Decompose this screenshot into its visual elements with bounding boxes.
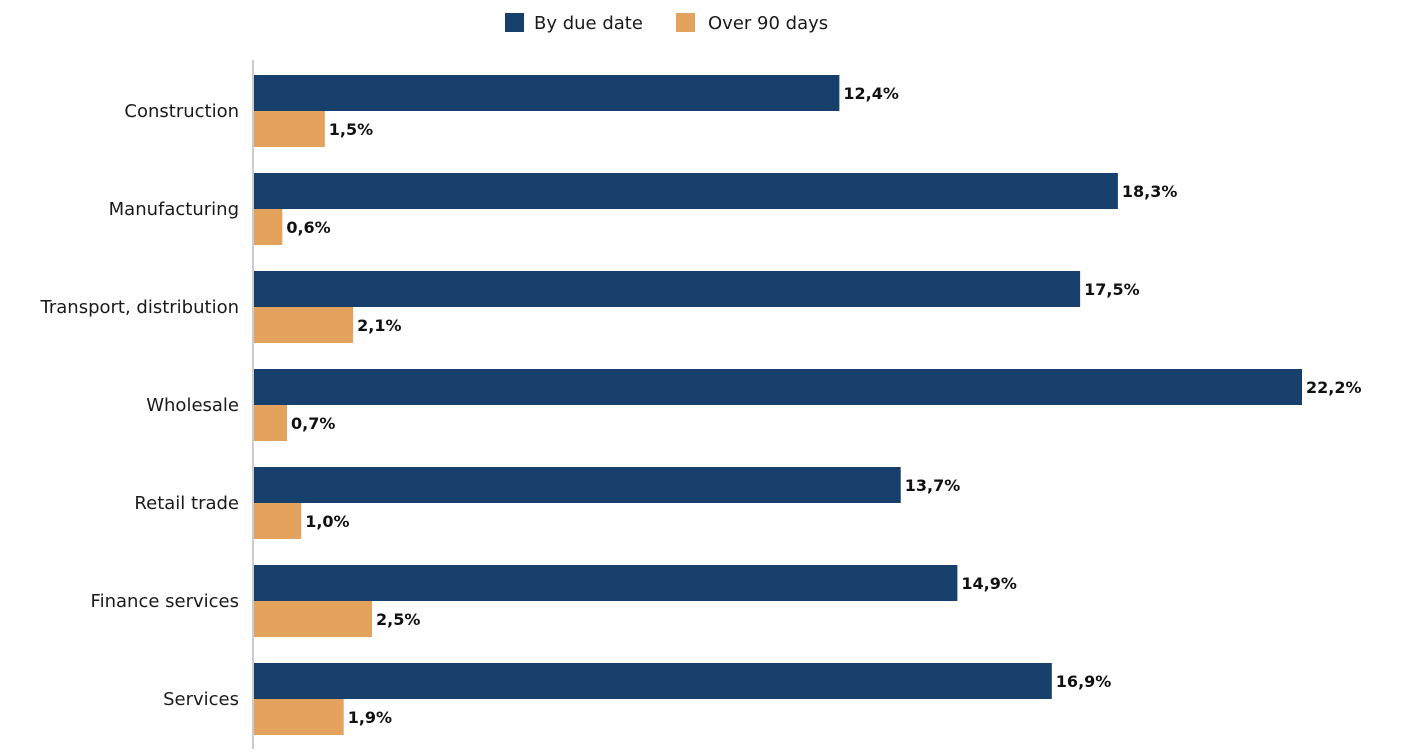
legend: By due date Over 90 days bbox=[505, 13, 828, 34]
value-label-3-0: 22,2% bbox=[1306, 378, 1362, 397]
value-label-5-0: 14,9% bbox=[961, 574, 1017, 593]
labels: 12,4% 1,5% Construction 18,3% 0,6% Manufactur… bbox=[40, 84, 1362, 727]
legend-swatch-0 bbox=[505, 13, 524, 32]
bar-3-1 bbox=[254, 405, 288, 441]
value-label-1-1: 0,6% bbox=[286, 218, 330, 237]
bar-5-1 bbox=[254, 601, 373, 637]
bar-3-0 bbox=[254, 369, 1302, 405]
value-label-6-0: 16,9% bbox=[1056, 672, 1112, 691]
bar-2-0 bbox=[254, 271, 1081, 307]
bar-5-0 bbox=[254, 565, 958, 601]
legend-label-1: Over 90 days bbox=[708, 13, 828, 34]
legend-swatch-1 bbox=[676, 13, 695, 32]
value-label-2-0: 17,5% bbox=[1084, 280, 1140, 299]
value-label-5-1: 2,5% bbox=[376, 610, 420, 629]
value-label-0-0: 12,4% bbox=[843, 84, 899, 103]
bar-6-0 bbox=[254, 663, 1052, 699]
bar-1-1 bbox=[254, 209, 283, 245]
category-label-6: Services bbox=[163, 689, 239, 710]
value-label-0-1: 1,5% bbox=[329, 120, 373, 139]
category-label-4: Retail trade bbox=[134, 493, 239, 514]
value-label-4-0: 13,7% bbox=[905, 476, 961, 495]
value-label-4-1: 1,0% bbox=[305, 512, 349, 531]
value-label-2-1: 2,1% bbox=[357, 316, 401, 335]
bar-4-1 bbox=[254, 503, 302, 539]
bar-4-0 bbox=[254, 467, 901, 503]
legend-label-0: By due date bbox=[534, 13, 643, 34]
category-label-2: Transport, distribution bbox=[40, 297, 239, 318]
value-label-1-0: 18,3% bbox=[1122, 182, 1178, 201]
value-label-3-1: 0,7% bbox=[291, 414, 335, 433]
bar-2-1 bbox=[254, 307, 354, 343]
category-label-0: Construction bbox=[124, 101, 239, 122]
value-label-6-1: 1,9% bbox=[348, 708, 392, 727]
bar-6-1 bbox=[254, 699, 344, 735]
bar-0-1 bbox=[254, 111, 325, 147]
bar-1-0 bbox=[254, 173, 1118, 209]
category-label-1: Manufacturing bbox=[109, 199, 239, 220]
bars bbox=[254, 75, 1302, 735]
category-label-3: Wholesale bbox=[146, 395, 239, 416]
bar-0-0 bbox=[254, 75, 840, 111]
category-label-5: Finance services bbox=[91, 591, 239, 612]
